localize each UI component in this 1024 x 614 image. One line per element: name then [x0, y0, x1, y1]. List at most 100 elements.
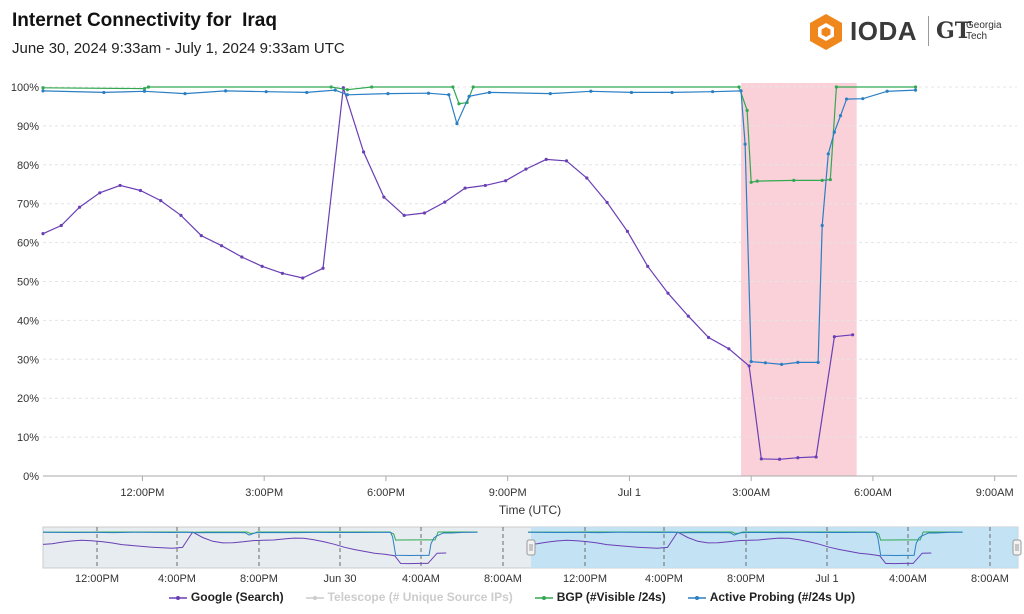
active-probing-24s-up-data-point: [142, 89, 147, 93]
bgp-visible-24s-data-point: [834, 85, 839, 89]
navigator-selected-window: [531, 527, 1018, 568]
bgp-visible-24s-data-point: [142, 86, 147, 91]
active-probing-24s-up-data-point: [844, 97, 849, 101]
active-probing-24s-up-data-point: [838, 114, 843, 118]
x-tick-label: 3:00PM: [245, 487, 283, 499]
y-tick-label: 70%: [17, 199, 39, 211]
google-search-data-point: [832, 335, 836, 339]
active-probing-24s-up-data-point: [41, 89, 45, 93]
legend-item-bgp-visible-24s[interactable]: BGP (#Visible /24s): [534, 590, 666, 604]
georgia-tech-name-line1: Georgia: [966, 20, 1002, 31]
outage-highlight-band: [741, 83, 857, 476]
x-tick-label: 9:00AM: [976, 487, 1014, 499]
google-search-data-point: [646, 264, 650, 268]
active-probing-24s-up-data-point: [780, 362, 784, 366]
ioda-logo[interactable]: IODA GT Georgia Tech: [806, 12, 1016, 52]
x-tick-label: 3:00AM: [732, 487, 770, 499]
bgp-visible-24s-data-point: [792, 178, 796, 182]
google-search-data-point: [686, 314, 690, 318]
google-search-data-point: [483, 183, 487, 188]
google-search-data-point: [814, 455, 818, 459]
google-search-data-point: [524, 167, 528, 171]
active-probing-24s-up-data-point: [711, 90, 715, 94]
x-tick-label: 6:00PM: [367, 487, 405, 499]
x-tick-label: 6:00AM: [854, 487, 892, 499]
google-search-data-point: [706, 335, 711, 340]
google-search-data-point: [443, 200, 447, 204]
google-search-data-point: [362, 150, 366, 154]
google-search-data-point: [666, 291, 670, 295]
navigator-tick-label: 4:00AM: [889, 573, 927, 585]
time-range-navigator[interactable]: 12:00PM 4:00PM 8:00PM Jun 30 4:00AM 8:00AM 12:…: [0, 520, 1024, 590]
navigator-tick-label: Jul 1: [815, 573, 838, 585]
bgp-visible-24s-data-point: [329, 85, 333, 89]
bgp-visible-24s-data-point: [146, 85, 151, 89]
google-search-data-point: [280, 271, 285, 275]
legend-item-active-probing-24s-up[interactable]: Active Probing (#/24s Up): [687, 589, 856, 604]
google-search-data-point: [159, 198, 163, 203]
active-probing-24s-up-data-point: [832, 130, 836, 134]
google-search-data-point: [747, 364, 751, 368]
active-probing-24s-up-data-point: [885, 89, 889, 93]
navigator-tick-label: 8:00PM: [727, 573, 765, 585]
legend-label: Google (Search): [190, 589, 284, 604]
chart-legend: Google (Search) Telescope (# Unique Sourc…: [0, 589, 1024, 604]
active-probing-24s-up-data-point: [386, 92, 390, 96]
google-search-data-point: [219, 244, 224, 248]
legend-marker-icon: [534, 595, 553, 600]
ioda-wordmark: IODA: [850, 16, 917, 46]
y-tick-label: 10%: [17, 432, 39, 444]
google-search-data-point: [727, 347, 731, 351]
ioda-hexagon-icon: [810, 14, 842, 50]
google-search-data-point: [59, 223, 63, 228]
google-search-data-point: [851, 333, 855, 337]
google-search-data-point: [118, 183, 122, 188]
google-search-data-point: [759, 457, 763, 461]
google-search-data-point: [504, 179, 508, 183]
y-tick-label: 40%: [17, 315, 39, 327]
bgp-visible-24s-data-point: [749, 180, 753, 184]
page-title: Internet Connectivity for Iraq: [12, 10, 277, 31]
active-probing-24s-up-data-point: [589, 89, 593, 93]
bgp-visible-24s-data-point: [820, 178, 824, 182]
georgia-tech-mark: GT: [936, 18, 972, 44]
navigator-left-handle[interactable]: [526, 539, 536, 556]
google-search-data-point: [625, 229, 630, 233]
x-tick-label: 9:00PM: [489, 487, 527, 499]
navigator-right-handle[interactable]: [1012, 539, 1022, 556]
georgia-tech-name-line2: Tech: [966, 31, 988, 42]
active-probing-24s-up-data-point: [913, 88, 918, 92]
legend-item-telescope-unique-source-ips[interactable]: Telescope (# Unique Source IPs): [305, 589, 513, 604]
google-search-data-point: [422, 211, 427, 215]
google-search-data-point: [179, 213, 183, 217]
bgp-visible-24s-data-point: [370, 85, 374, 89]
active-probing-24s-up-data-point: [426, 91, 431, 95]
bgp-visible-24s-data-point: [755, 179, 759, 183]
google-search-data-point: [321, 266, 325, 270]
navigator-tick-label: 4:00AM: [402, 573, 440, 585]
active-probing-24s-up-data-point: [345, 93, 349, 97]
logo-divider: [928, 16, 929, 46]
navigator-tick-label: Jun 30: [323, 573, 356, 585]
connectivity-chart[interactable]: 0% 10% 20% 30% 40% 50% 60% 70% 80% 90% 100% 12:00PM…: [0, 0, 1024, 520]
y-tick-label: 80%: [17, 160, 39, 172]
navigator-tick-label: 4:00PM: [645, 573, 683, 585]
legend-item-google-search[interactable]: Google (Search): [168, 589, 284, 604]
navigator-tick-label: 12:00PM: [563, 573, 607, 585]
x-tick-label: 12:00PM: [120, 487, 164, 499]
legend-label: Active Probing (#/24s Up): [709, 589, 856, 604]
y-tick-label: 60%: [17, 238, 39, 250]
active-probing-24s-up-data-point: [629, 90, 634, 95]
google-search-data-point: [301, 276, 305, 280]
active-probing-24s-up-data-point: [264, 90, 268, 94]
active-probing-24s-up-data-point: [749, 360, 753, 364]
active-probing-24s-up-data-point: [447, 93, 451, 97]
google-search-data-point: [463, 186, 467, 190]
active-probing-24s-up-data-point: [739, 89, 743, 93]
active-probing-24s-up-data-point: [467, 94, 471, 98]
bgp-visible-24s-data-point: [451, 85, 455, 89]
active-probing-24s-up-data-point: [224, 89, 228, 93]
navigator-active-probing-24s-up-line-day2: [528, 531, 963, 557]
legend-label: Telescope (# Unique Source IPs): [327, 589, 513, 604]
google-search-data-point: [98, 191, 102, 195]
